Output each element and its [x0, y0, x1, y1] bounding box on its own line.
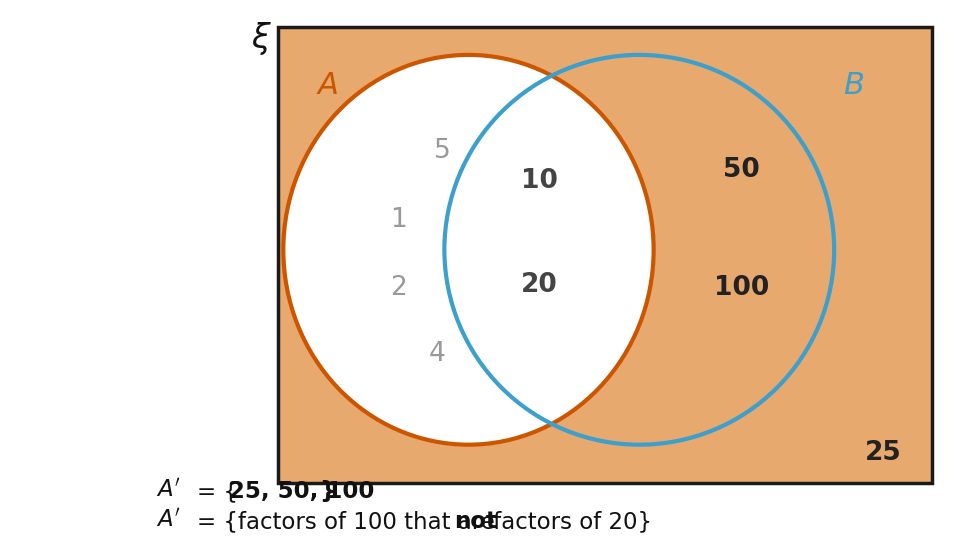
Text: factors of 20}: factors of 20}	[486, 510, 652, 533]
Text: 2: 2	[389, 275, 407, 301]
Text: }: }	[319, 480, 336, 503]
Text: $B$: $B$	[843, 71, 865, 99]
Text: = {: = {	[197, 480, 238, 503]
Text: 1: 1	[389, 206, 407, 233]
Ellipse shape	[283, 55, 654, 445]
Text: 5: 5	[433, 138, 451, 164]
Text: $A'$: $A'$	[156, 480, 181, 503]
Text: 25, 50, 100: 25, 50, 100	[229, 480, 375, 503]
Text: $\xi$: $\xi$	[251, 20, 272, 57]
Text: 4: 4	[428, 341, 446, 367]
Text: 50: 50	[723, 157, 760, 183]
Text: 100: 100	[714, 275, 769, 301]
Text: $A$: $A$	[316, 71, 338, 99]
Text: 10: 10	[521, 168, 558, 194]
Text: = {factors of 100 that are: = {factors of 100 that are	[197, 510, 503, 533]
Text: not: not	[454, 510, 497, 533]
Text: 20: 20	[521, 272, 558, 299]
Text: 25: 25	[865, 440, 902, 466]
Bar	[278, 27, 932, 483]
Text: $A'$: $A'$	[156, 510, 181, 533]
